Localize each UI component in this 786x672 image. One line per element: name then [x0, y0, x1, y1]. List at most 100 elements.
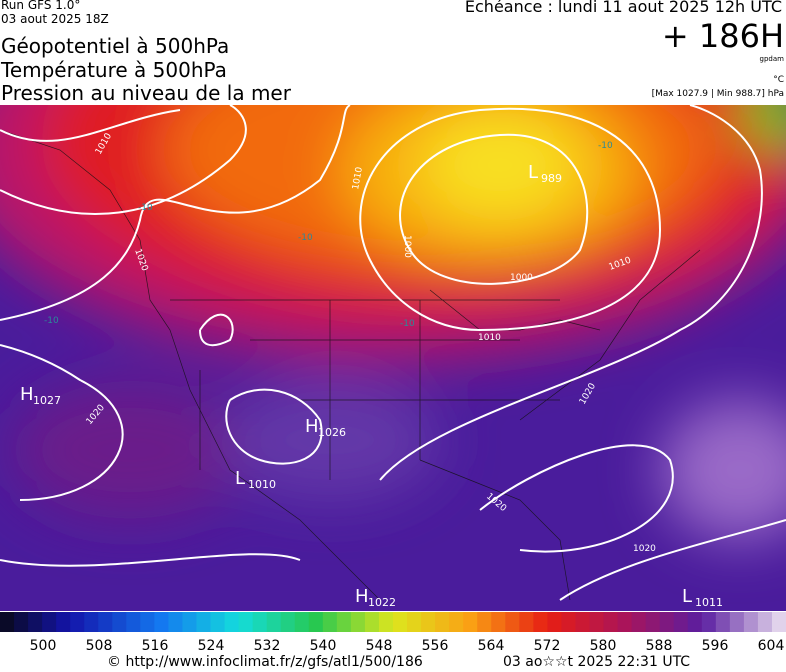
colorbar-cell: [393, 612, 408, 632]
colorbar-cell: [463, 612, 478, 632]
title: Géopotentiel à 500hPa: [1, 34, 230, 58]
colorbar-cell: [533, 612, 548, 632]
colorbar-cell: [154, 612, 169, 632]
colorbar-cell: [505, 612, 520, 632]
colorbar-cell: [729, 612, 745, 632]
isobar-label: 1010: [351, 166, 365, 191]
colorbar-cell: [140, 612, 155, 632]
colorbar-cell: [435, 612, 450, 632]
colorbar-cell: [126, 612, 141, 632]
colorbar-cell: [757, 612, 773, 632]
colorbar-cell: [631, 612, 647, 632]
unit: gpdam: [759, 55, 784, 63]
colorbar-cell: [56, 612, 71, 632]
temperature-label: -10: [598, 141, 613, 151]
temperature-label: -10: [138, 203, 153, 213]
center-letter: L: [528, 162, 538, 183]
center-value: 1027: [33, 394, 61, 407]
colorbar-cell: [280, 612, 296, 632]
colorbar-cell: [252, 612, 268, 632]
colorbar-cell: [659, 612, 675, 632]
colorbar-cell: [182, 612, 197, 632]
colorbar-cell: [491, 612, 506, 632]
colorbar-tick-label: 508: [86, 638, 113, 654]
colorbar-tick-label: 500: [30, 638, 57, 654]
lead-time: + 186H: [661, 17, 784, 55]
colorbar-cell: [84, 612, 99, 632]
map-field: [0, 105, 786, 611]
colorbar-cell: [238, 612, 254, 632]
center-letter: H: [355, 586, 369, 607]
colorbar-cell: [645, 612, 661, 632]
colorbar-tick-label: 564: [478, 638, 505, 654]
colorbar-cell: [336, 612, 352, 632]
forecast: Echéance : lundi 11 aout 2025 12h UTC: [464, 0, 782, 16]
colorbar-cell: [378, 612, 394, 632]
colorbar-tick-label: 532: [254, 638, 281, 654]
colorbar-cell: [210, 612, 226, 632]
colorbar-tick-label: 580: [590, 638, 617, 654]
temperature-label: -10: [298, 233, 313, 243]
pressure-range: [Max 1027.9 | Min 988.7] hPa: [651, 89, 784, 99]
colorbar-tick-label: 556: [422, 638, 449, 654]
colorbar-cell: [449, 612, 464, 632]
colorbar-tick-label: 572: [534, 638, 561, 654]
colorbar-tick-label: 524: [198, 638, 225, 654]
colorbar-cell: [112, 612, 127, 632]
colorbar-cell: [42, 612, 57, 632]
temperature-label: -10: [400, 319, 415, 329]
colorbar-cell: [350, 612, 366, 632]
footer-time: 03 ao☆☆t 2025 22:31 UTC: [503, 654, 691, 670]
colorbar: 500 508 516 524 532 540 548 556 564 572 580 588 596 6…: [0, 612, 786, 654]
colorbar-cell: [589, 612, 605, 632]
colorbar-cell: [70, 612, 85, 632]
run-date: 03 aout 2025 18Z: [1, 12, 109, 26]
colorbar-cell: [701, 612, 717, 632]
colorbar-cell: [421, 612, 436, 632]
colorbar-cell: [673, 612, 689, 632]
colorbar-cell: [561, 612, 576, 632]
center-letter: H: [20, 384, 34, 405]
colorbar-tick-label: 588: [646, 638, 673, 654]
colorbar-cell: [0, 612, 15, 632]
isobar-label: 1000: [402, 235, 412, 258]
colorbar-cell: [196, 612, 212, 632]
center-value: 1011: [695, 596, 723, 609]
colorbar-cell: [14, 612, 29, 632]
colorbar-cell: [322, 612, 338, 632]
colorbar-cell: [617, 612, 633, 632]
colorbar-tick-label: 516: [142, 638, 169, 654]
colorbar-tick-label: 548: [366, 638, 393, 654]
center-value: 1022: [368, 596, 396, 609]
isobar-label: 1020: [633, 544, 656, 554]
colorbar-cell: [168, 612, 183, 632]
colorbar-cell: [28, 612, 43, 632]
footer-url: © http://www.infoclimat.fr/z/gfs/atl1/50…: [107, 654, 423, 670]
colorbar-cell: [407, 612, 422, 632]
isobar-label: 1010: [478, 333, 501, 343]
colorbar-cell: [294, 612, 310, 632]
temperature-label: -10: [44, 316, 59, 326]
unit: °C: [773, 75, 784, 85]
colorbar-cell: [575, 612, 590, 632]
center-value: 1026: [318, 426, 346, 439]
colorbar-cell: [715, 612, 731, 632]
center-value: 1010: [248, 478, 276, 491]
center-letter: L: [682, 586, 692, 607]
colorbar-cell: [743, 612, 759, 632]
colorbar-cell: [687, 612, 703, 632]
colorbar-cell: [477, 612, 492, 632]
colorbar-cell: [771, 612, 786, 632]
colorbar-tick-label: 604: [758, 638, 785, 654]
colorbar-cell: [266, 612, 282, 632]
center-letter: L: [235, 468, 245, 489]
colorbar-cell: [364, 612, 380, 632]
isobar-label: 1000: [510, 273, 533, 283]
colorbar-tick-label: 596: [702, 638, 729, 654]
colorbar-cell: [224, 612, 240, 632]
title: Pression au niveau de la mer: [1, 81, 291, 105]
colorbar-cell: [308, 612, 324, 632]
run: Run GFS 1.0°: [1, 0, 81, 12]
colorbar-cell: [603, 612, 619, 632]
